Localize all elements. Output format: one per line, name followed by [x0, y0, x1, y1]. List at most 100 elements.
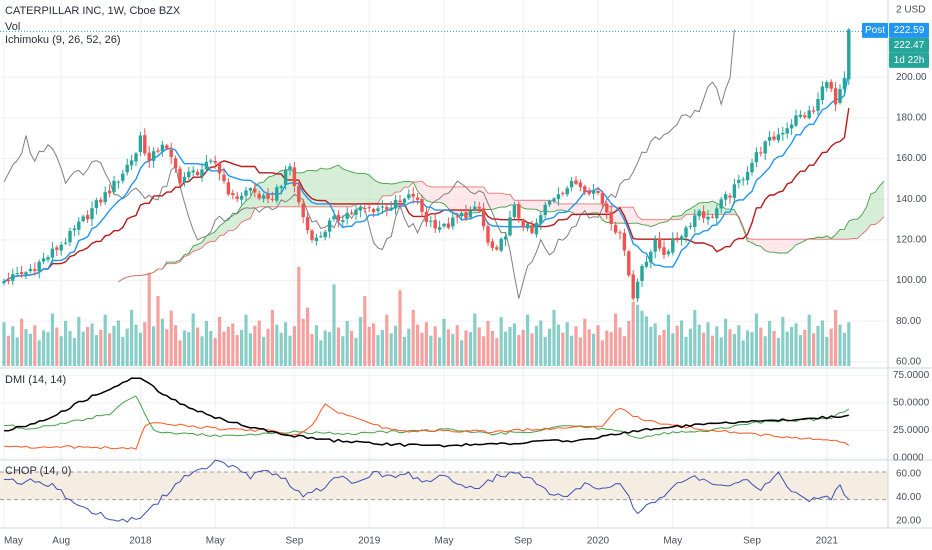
candle [19, 265, 24, 278]
volume-bar [350, 331, 354, 366]
candle [24, 270, 28, 279]
candle [803, 111, 807, 119]
candle [125, 158, 129, 176]
candle [429, 215, 433, 228]
volume-bar [68, 331, 72, 366]
candle [314, 233, 319, 246]
volume-bar [389, 333, 393, 366]
dmi-tick-label: 25.0000 [893, 425, 930, 436]
chop-band [0, 471, 888, 500]
candle [631, 270, 635, 301]
candle [455, 213, 459, 224]
candle [376, 205, 380, 216]
candle-body [314, 237, 319, 241]
volume-bar [125, 328, 129, 366]
candle-body [587, 190, 591, 195]
volume-bar [548, 328, 552, 366]
volume-bar [59, 336, 63, 366]
candle [437, 220, 442, 233]
symbol-legend[interactable]: CATERPILLAR INC, 1W, Cboe BZX [5, 5, 181, 17]
volume-legend[interactable]: Vol [5, 21, 21, 33]
candle [134, 151, 138, 167]
candle-body [63, 242, 68, 244]
volume-bar [438, 337, 442, 366]
cloud-segment [778, 239, 783, 254]
volume-bar [187, 332, 191, 366]
cloud-segment [765, 239, 770, 253]
candle-body [635, 281, 640, 299]
senkou-span-b-line [118, 180, 885, 283]
candle [543, 201, 547, 219]
candle [816, 92, 820, 116]
volume-bar [323, 330, 327, 366]
volume-bar [50, 313, 54, 366]
volume-bar [570, 335, 574, 366]
volume-bar [697, 324, 701, 366]
cloud-segment [633, 207, 638, 224]
candle-body [94, 200, 99, 209]
volume-bar [640, 310, 644, 366]
candle [367, 202, 371, 213]
candle-body [37, 261, 41, 272]
candle-body [811, 110, 816, 112]
volume-bar [539, 320, 543, 366]
candle [772, 131, 776, 142]
volume-bar [732, 333, 736, 366]
cloud-segment [320, 168, 326, 207]
candle-body [455, 216, 459, 218]
candle-series [2, 28, 851, 303]
candle [72, 224, 77, 237]
ichimoku-legend[interactable]: Ichimoku (9, 26, 52, 26) [5, 34, 121, 46]
candle-body [33, 269, 37, 271]
candle [327, 217, 332, 239]
candle-body [442, 223, 446, 227]
candle [759, 146, 763, 157]
candle [503, 233, 508, 247]
cloud-segment [505, 194, 510, 207]
volume-bar [248, 333, 252, 366]
cloud-segment [395, 182, 400, 193]
chop-legend[interactable]: CHOP (14, 0) [5, 465, 72, 477]
candle-body [437, 227, 442, 230]
candle-body [323, 231, 327, 238]
candle [565, 185, 569, 197]
candle-body [583, 186, 587, 193]
price-unit-label: 2 USD [896, 5, 925, 16]
candle-body [341, 220, 345, 223]
candle-body [121, 173, 125, 181]
cloud-segment [514, 200, 519, 205]
volume-bar [446, 329, 450, 366]
cloud-segment [756, 239, 761, 247]
cloud-segment [791, 239, 796, 250]
candle [451, 210, 455, 230]
candle [789, 119, 794, 136]
time-tick-label: May [4, 536, 23, 547]
volume-bar [552, 310, 556, 366]
candle [257, 190, 261, 201]
volume-bar [42, 330, 46, 366]
candle-body [327, 220, 332, 232]
volume-bar [666, 314, 670, 366]
dmi-plus-line [3, 395, 850, 439]
candle [103, 186, 107, 206]
candle-body [385, 207, 389, 210]
cloud-segment [655, 219, 660, 226]
last-price-text: 222.47 [894, 40, 925, 51]
dmi-legend[interactable]: DMI (14, 14) [5, 374, 67, 386]
time-tick-label: Sep [514, 536, 532, 547]
candle [336, 210, 341, 228]
candle-body [666, 251, 671, 255]
candle [389, 201, 393, 211]
candle-body [468, 210, 473, 218]
candle-body [640, 265, 644, 281]
volume-bar [81, 331, 85, 366]
volume-bar [530, 333, 534, 366]
candle [411, 187, 415, 204]
candle [332, 209, 336, 222]
candle-body [239, 195, 244, 200]
candle [715, 204, 719, 224]
volume-bar [741, 340, 745, 366]
volume-bar [138, 332, 142, 366]
candle [147, 146, 151, 168]
